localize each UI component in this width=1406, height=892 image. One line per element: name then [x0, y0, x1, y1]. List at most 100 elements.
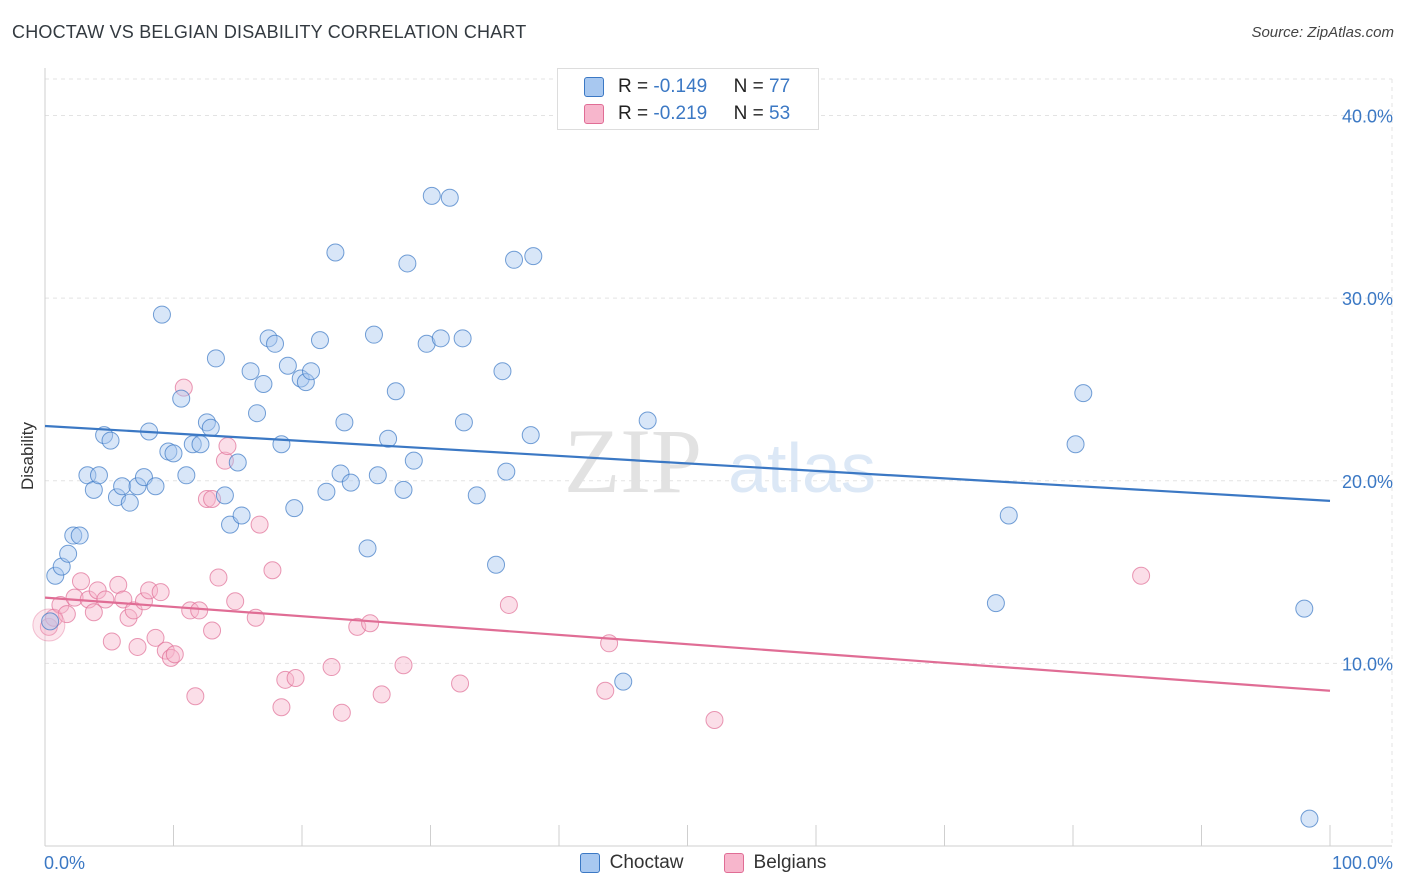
choctaw-point	[638, 411, 657, 430]
belgians-legend-swatch	[723, 853, 744, 873]
y-tick-label: 40.0%	[1342, 107, 1393, 127]
belgians-point	[151, 583, 170, 602]
tick-labels: 10.0% 20.0% 30.0% 40.0% 0.0% 100.0%	[44, 107, 1393, 873]
choctaw-point	[152, 305, 171, 324]
choctaw-point	[101, 431, 120, 450]
choctaw-point	[120, 493, 139, 512]
choctaw-point	[272, 435, 291, 454]
choctaw-point	[215, 486, 234, 505]
y-axis-label: Disability	[18, 421, 37, 490]
choctaw-point	[453, 329, 472, 348]
choctaw-point	[1066, 435, 1085, 454]
belgians-point	[361, 614, 380, 633]
r-label: R =	[618, 76, 654, 97]
choctaw-point	[521, 426, 540, 445]
choctaw-point	[986, 594, 1005, 613]
n-label: N =	[733, 103, 770, 124]
belgians-point	[451, 674, 470, 693]
choctaw-point	[228, 453, 247, 472]
choctaw-point	[310, 331, 329, 350]
choctaw-point	[1074, 384, 1093, 403]
choctaw-swatch	[584, 77, 604, 97]
bottom-legend: Choctaw Belgians	[0, 852, 1406, 874]
choctaw-point	[285, 499, 304, 518]
choctaw-point	[46, 566, 65, 585]
choctaw-point	[331, 464, 350, 483]
belgians-point	[203, 621, 222, 640]
choctaw-point	[358, 539, 377, 558]
belgians-point	[372, 685, 391, 704]
chart-title: CHOCTAW VS BELGIAN DISABILITY CORRELATIO…	[12, 22, 527, 42]
x-tick-label: 100.0%	[1332, 853, 1393, 873]
belgians-point	[226, 592, 245, 611]
choctaw-point	[1300, 809, 1319, 828]
choctaw-point	[172, 389, 191, 408]
belgians-point	[394, 656, 413, 675]
legend-label-belgians: Belgians	[753, 852, 827, 873]
legend-item-belgians[interactable]: Belgians	[723, 852, 827, 874]
belgians-point	[146, 628, 165, 647]
choctaw-point	[364, 325, 383, 344]
choctaw-point	[417, 334, 436, 353]
choctaw-point	[291, 369, 310, 388]
belgians-point	[96, 590, 115, 609]
choctaw-point	[505, 250, 524, 269]
stats-legend: R = -0.149 N = 77 R = -0.219 N = 53	[557, 68, 819, 130]
belgians-point	[332, 703, 351, 722]
choctaw-point	[164, 444, 183, 463]
r-value: -0.149	[653, 76, 708, 97]
belgians-point	[218, 437, 237, 456]
belgians-point	[250, 515, 269, 534]
belgians-point	[209, 568, 228, 587]
n-value: 77	[769, 76, 791, 97]
choctaw-point	[206, 349, 225, 368]
choctaw-point	[524, 247, 543, 266]
y-tick-label: 10.0%	[1342, 654, 1393, 674]
choctaw-point	[41, 612, 60, 631]
choctaw-point	[64, 526, 83, 545]
choctaw-point	[177, 466, 196, 485]
choctaw-point	[84, 480, 103, 499]
choctaw-point	[146, 477, 165, 496]
choctaw-point	[201, 418, 220, 437]
choctaw-point	[241, 362, 260, 381]
choctaw-point	[493, 362, 512, 381]
choctaw-point	[341, 473, 360, 492]
choctaw-point	[999, 506, 1018, 525]
trend-lines	[44, 424, 1331, 692]
belgians-points	[32, 378, 1151, 729]
choctaw-point	[113, 477, 132, 496]
source-label: Source: ZipAtlas.com	[1251, 24, 1394, 41]
y-tick-label: 20.0%	[1342, 472, 1393, 492]
choctaw-trend-line	[44, 424, 1331, 502]
choctaw-point	[128, 477, 147, 496]
belgians-point	[109, 575, 128, 594]
axes	[44, 68, 1392, 847]
choctaw-point	[278, 356, 297, 375]
choctaw-point	[191, 435, 210, 454]
legend-label-choctaw: Choctaw	[609, 852, 684, 873]
choctaw-point	[266, 334, 285, 353]
n-label: N =	[733, 76, 770, 97]
belgians-trend-line	[44, 596, 1331, 692]
choctaw-point	[335, 413, 354, 432]
choctaw-point	[394, 480, 413, 499]
choctaw-point	[326, 243, 345, 262]
choctaw-point	[301, 362, 320, 381]
choctaw-point	[467, 486, 486, 505]
choctaw-point	[379, 429, 398, 448]
belgians-point	[140, 581, 159, 600]
choctaw-point	[248, 404, 267, 423]
x-tick-label: 0.0%	[44, 853, 85, 873]
n-value: 53	[769, 103, 791, 124]
choctaw-point	[386, 382, 405, 401]
legend-item-choctaw[interactable]: Choctaw	[579, 852, 684, 874]
choctaw-point	[614, 672, 633, 691]
choctaw-point	[183, 435, 202, 454]
choctaw-point	[70, 526, 89, 545]
belgians-swatch	[584, 104, 604, 124]
choctaw-point	[254, 374, 273, 393]
choctaw-point	[422, 186, 441, 205]
belgians-point	[57, 605, 76, 624]
